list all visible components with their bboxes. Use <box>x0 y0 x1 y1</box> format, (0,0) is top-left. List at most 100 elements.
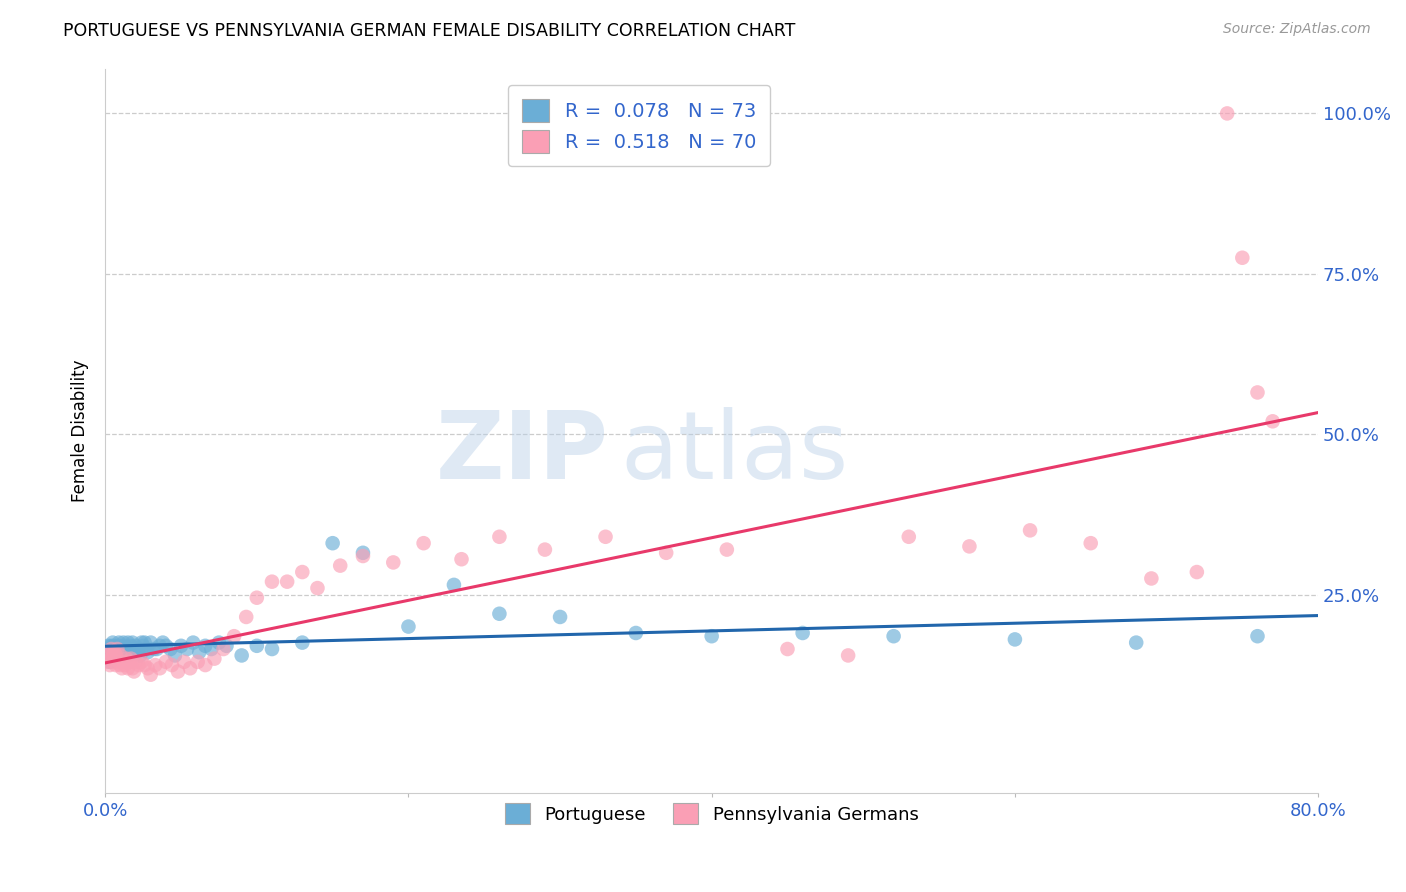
Point <box>100 639 122 653</box>
Point <box>1216 106 1239 120</box>
Legend: Portuguese, Pennsylvania Germans: Portuguese, Pennsylvania Germans <box>494 792 929 835</box>
Point <box>382 556 405 570</box>
Point <box>139 635 162 649</box>
Text: ZIP: ZIP <box>436 407 609 499</box>
Point <box>139 667 162 681</box>
Point <box>246 591 269 605</box>
Point <box>322 536 344 550</box>
Point <box>202 651 225 665</box>
Point <box>412 536 434 550</box>
Point <box>118 655 141 669</box>
Point <box>450 552 472 566</box>
Point <box>776 642 799 657</box>
Point <box>352 549 374 563</box>
Point <box>114 639 136 653</box>
Point <box>110 658 132 673</box>
Point <box>534 542 557 557</box>
Point <box>112 642 135 657</box>
Point <box>307 581 329 595</box>
Point <box>122 642 145 657</box>
Point <box>117 661 139 675</box>
Point <box>100 648 122 663</box>
Point <box>222 629 245 643</box>
Point <box>115 645 138 659</box>
Point <box>97 648 120 663</box>
Point <box>145 642 167 657</box>
Point <box>443 578 465 592</box>
Point <box>104 642 127 657</box>
Point <box>1185 565 1208 579</box>
Point <box>1246 385 1268 400</box>
Point <box>173 655 195 669</box>
Point <box>276 574 298 589</box>
Point <box>167 665 190 679</box>
Point <box>181 635 204 649</box>
Point <box>100 642 122 657</box>
Point <box>208 635 231 649</box>
Point <box>235 610 257 624</box>
Point <box>97 639 120 653</box>
Point <box>194 658 217 673</box>
Point <box>260 574 283 589</box>
Point <box>897 530 920 544</box>
Point <box>188 645 211 659</box>
Point <box>120 651 142 665</box>
Point <box>111 661 134 675</box>
Point <box>149 661 172 675</box>
Point <box>135 642 157 657</box>
Point <box>136 645 159 659</box>
Point <box>700 629 723 643</box>
Point <box>170 639 193 653</box>
Point <box>121 661 143 675</box>
Point <box>1246 629 1268 643</box>
Point <box>110 648 132 663</box>
Point <box>100 651 122 665</box>
Point <box>142 642 165 657</box>
Point <box>548 610 571 624</box>
Point <box>155 655 177 669</box>
Point <box>111 648 134 663</box>
Point <box>125 645 148 659</box>
Point <box>104 648 127 663</box>
Point <box>98 642 121 657</box>
Point <box>149 639 172 653</box>
Y-axis label: Female Disability: Female Disability <box>72 359 89 502</box>
Text: PORTUGUESE VS PENNSYLVANIA GERMAN FEMALE DISABILITY CORRELATION CHART: PORTUGUESE VS PENNSYLVANIA GERMAN FEMALE… <box>63 22 796 40</box>
Point <box>132 639 155 653</box>
Point <box>96 655 118 669</box>
Point <box>143 658 166 673</box>
Point <box>98 645 121 659</box>
Point <box>134 635 156 649</box>
Point <box>179 661 201 675</box>
Point <box>108 642 131 657</box>
Point <box>194 639 217 653</box>
Point <box>152 635 174 649</box>
Point <box>122 665 145 679</box>
Point <box>231 648 253 663</box>
Point <box>246 639 269 653</box>
Point <box>98 658 121 673</box>
Point <box>108 635 131 649</box>
Text: atlas: atlas <box>620 407 849 499</box>
Point <box>96 648 118 663</box>
Point <box>121 635 143 649</box>
Point <box>1080 536 1102 550</box>
Point <box>155 639 177 653</box>
Point <box>104 648 127 663</box>
Point <box>329 558 352 573</box>
Point <box>103 648 125 663</box>
Point <box>655 546 678 560</box>
Point <box>488 607 510 621</box>
Point <box>163 648 186 663</box>
Point <box>352 546 374 560</box>
Point <box>114 658 136 673</box>
Point <box>129 648 152 663</box>
Point <box>131 655 153 669</box>
Point <box>110 639 132 653</box>
Point <box>110 645 132 659</box>
Point <box>187 655 209 669</box>
Point <box>883 629 905 643</box>
Point <box>957 540 980 554</box>
Point <box>128 658 150 673</box>
Point <box>101 655 124 669</box>
